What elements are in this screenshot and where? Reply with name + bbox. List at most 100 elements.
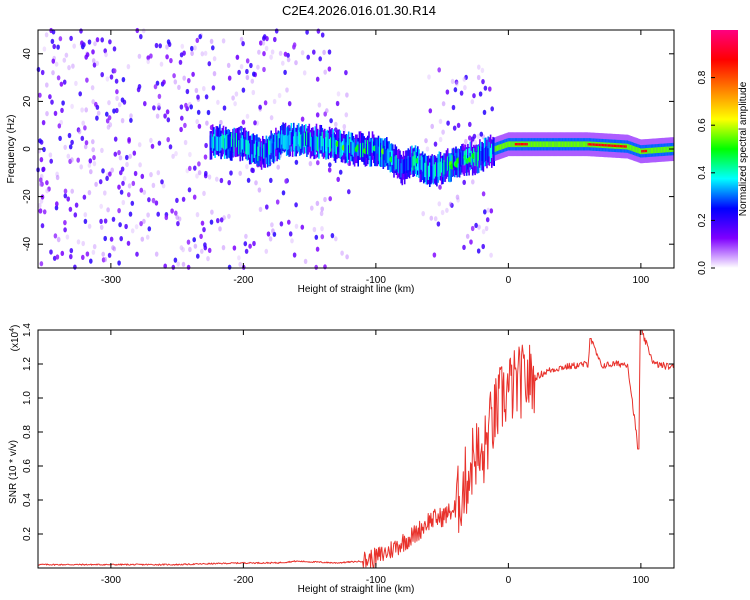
spectrogram-cell <box>239 139 241 154</box>
spectrogram-cell <box>448 156 450 172</box>
spectrogram-cell <box>127 183 132 189</box>
spectrogram-cell <box>461 150 463 166</box>
spectrogram-cell <box>146 58 150 65</box>
spectrogram-cell <box>257 49 261 55</box>
spectrogram-cell <box>115 95 119 101</box>
spectrogram-cell <box>519 143 522 146</box>
spectrogram-cell <box>245 74 250 81</box>
spectrogram-cell <box>243 241 248 247</box>
spectrogram-y-ticks: -40 -20 0 20 40 <box>22 48 674 251</box>
spectrogram-cell <box>53 110 58 116</box>
spec-xtick-label: -200 <box>233 275 253 286</box>
spectrogram-cell <box>299 132 301 147</box>
spectrogram-cell <box>333 137 336 152</box>
spectrogram-cell <box>200 248 204 254</box>
spectrogram-cell <box>609 144 611 147</box>
spectrogram-cell <box>171 153 175 159</box>
spectrogram-cell <box>486 146 488 161</box>
spectrogram-cell <box>621 145 623 148</box>
spectrogram-cell <box>287 135 289 150</box>
spectrogram-cell <box>551 141 554 148</box>
spectrogram-cell <box>319 133 321 148</box>
spectrogram-cell <box>232 138 234 153</box>
spectrogram-cell <box>50 99 54 105</box>
spectrogram-cell <box>478 91 483 97</box>
spectrogram-cell <box>316 28 321 34</box>
spectrogram-cell <box>622 145 624 148</box>
spectrogram-cell <box>310 205 314 211</box>
spectrogram-cell <box>610 144 612 147</box>
spectrogram-cell <box>113 136 118 142</box>
spectrogram-cell <box>143 101 147 107</box>
spectrogram-cell <box>452 153 455 168</box>
spectrogram-cell <box>198 34 202 40</box>
spectrogram-cell <box>480 151 482 166</box>
spectrogram-cell <box>147 197 151 203</box>
spectrogram-cell <box>89 169 93 175</box>
spectrogram-cell <box>272 139 275 154</box>
spectrogram-cell <box>482 109 487 115</box>
spectrogram-cell <box>394 156 396 171</box>
spectrogram-cell <box>274 28 279 34</box>
spectrogram-cell <box>210 133 213 148</box>
spectrogram-cell <box>347 189 351 195</box>
colorbar-tick-label: 0.0 <box>697 261 708 275</box>
spectrogram-cell <box>45 82 49 88</box>
spectrogram-cell <box>87 223 92 229</box>
spectrogram-cell <box>195 37 200 44</box>
spectrogram-cell <box>241 119 246 125</box>
spectrogram-cell <box>188 165 192 171</box>
spectrogram-cell <box>514 143 517 146</box>
spectrogram-cell <box>154 42 159 49</box>
spectrogram-cell <box>68 158 72 164</box>
spectrogram-cell <box>276 135 278 150</box>
spectrogram-cell <box>41 166 46 172</box>
spectrogram-cell <box>405 156 407 171</box>
spectrogram-cell <box>344 139 346 154</box>
spectrogram-cell <box>238 170 242 176</box>
spectrogram-cell <box>512 141 514 148</box>
spectrogram-cell <box>279 134 282 149</box>
spectrogram-cell <box>251 89 256 96</box>
spectrogram-cell <box>399 160 401 176</box>
spectrogram-cell <box>95 37 100 43</box>
spectrogram-cell <box>163 113 167 119</box>
spectrogram-cell <box>166 137 170 143</box>
spectrogram-cell <box>483 85 488 91</box>
spectrogram-cell <box>216 99 220 105</box>
spectrogram-cell <box>288 134 290 149</box>
spectrogram-cell <box>137 53 142 59</box>
spectrogram-cell <box>462 76 467 82</box>
spectrogram-cell <box>121 199 126 206</box>
spectrogram-cell <box>288 231 293 237</box>
spectrogram-cell <box>203 50 208 56</box>
spectrogram-cell <box>350 141 352 157</box>
spectrogram-cell <box>643 149 646 153</box>
spectrogram-cell <box>127 137 131 143</box>
spectrogram-cell <box>453 87 458 93</box>
spectrogram-cell <box>70 188 74 194</box>
spectrogram-cell <box>166 117 171 123</box>
spectrogram-cell <box>582 141 585 148</box>
spectrogram-cell <box>324 138 326 153</box>
spectrogram-cell <box>49 249 53 255</box>
spectrogram-cell <box>278 50 283 56</box>
spectrogram-cell <box>330 233 335 239</box>
spectrogram-cell <box>438 118 443 124</box>
spectrogram-cell <box>183 122 187 128</box>
spectrogram-cell <box>532 141 535 148</box>
spectrogram-cell <box>52 255 57 261</box>
spectrogram-cell <box>541 141 543 148</box>
spectrogram-cell <box>618 144 621 148</box>
spectrogram-cell <box>63 227 67 233</box>
spectrogram-cell <box>157 102 161 108</box>
spectrogram-cell <box>67 65 71 71</box>
spectrogram-cell <box>135 251 139 257</box>
spectrogram-cell <box>266 231 271 237</box>
spectrogram-cell <box>262 66 266 73</box>
spectrogram-cell <box>165 54 169 60</box>
spectrogram-cell <box>663 146 666 153</box>
spectrogram-cell <box>312 226 317 233</box>
spectrogram-cell <box>244 137 246 152</box>
